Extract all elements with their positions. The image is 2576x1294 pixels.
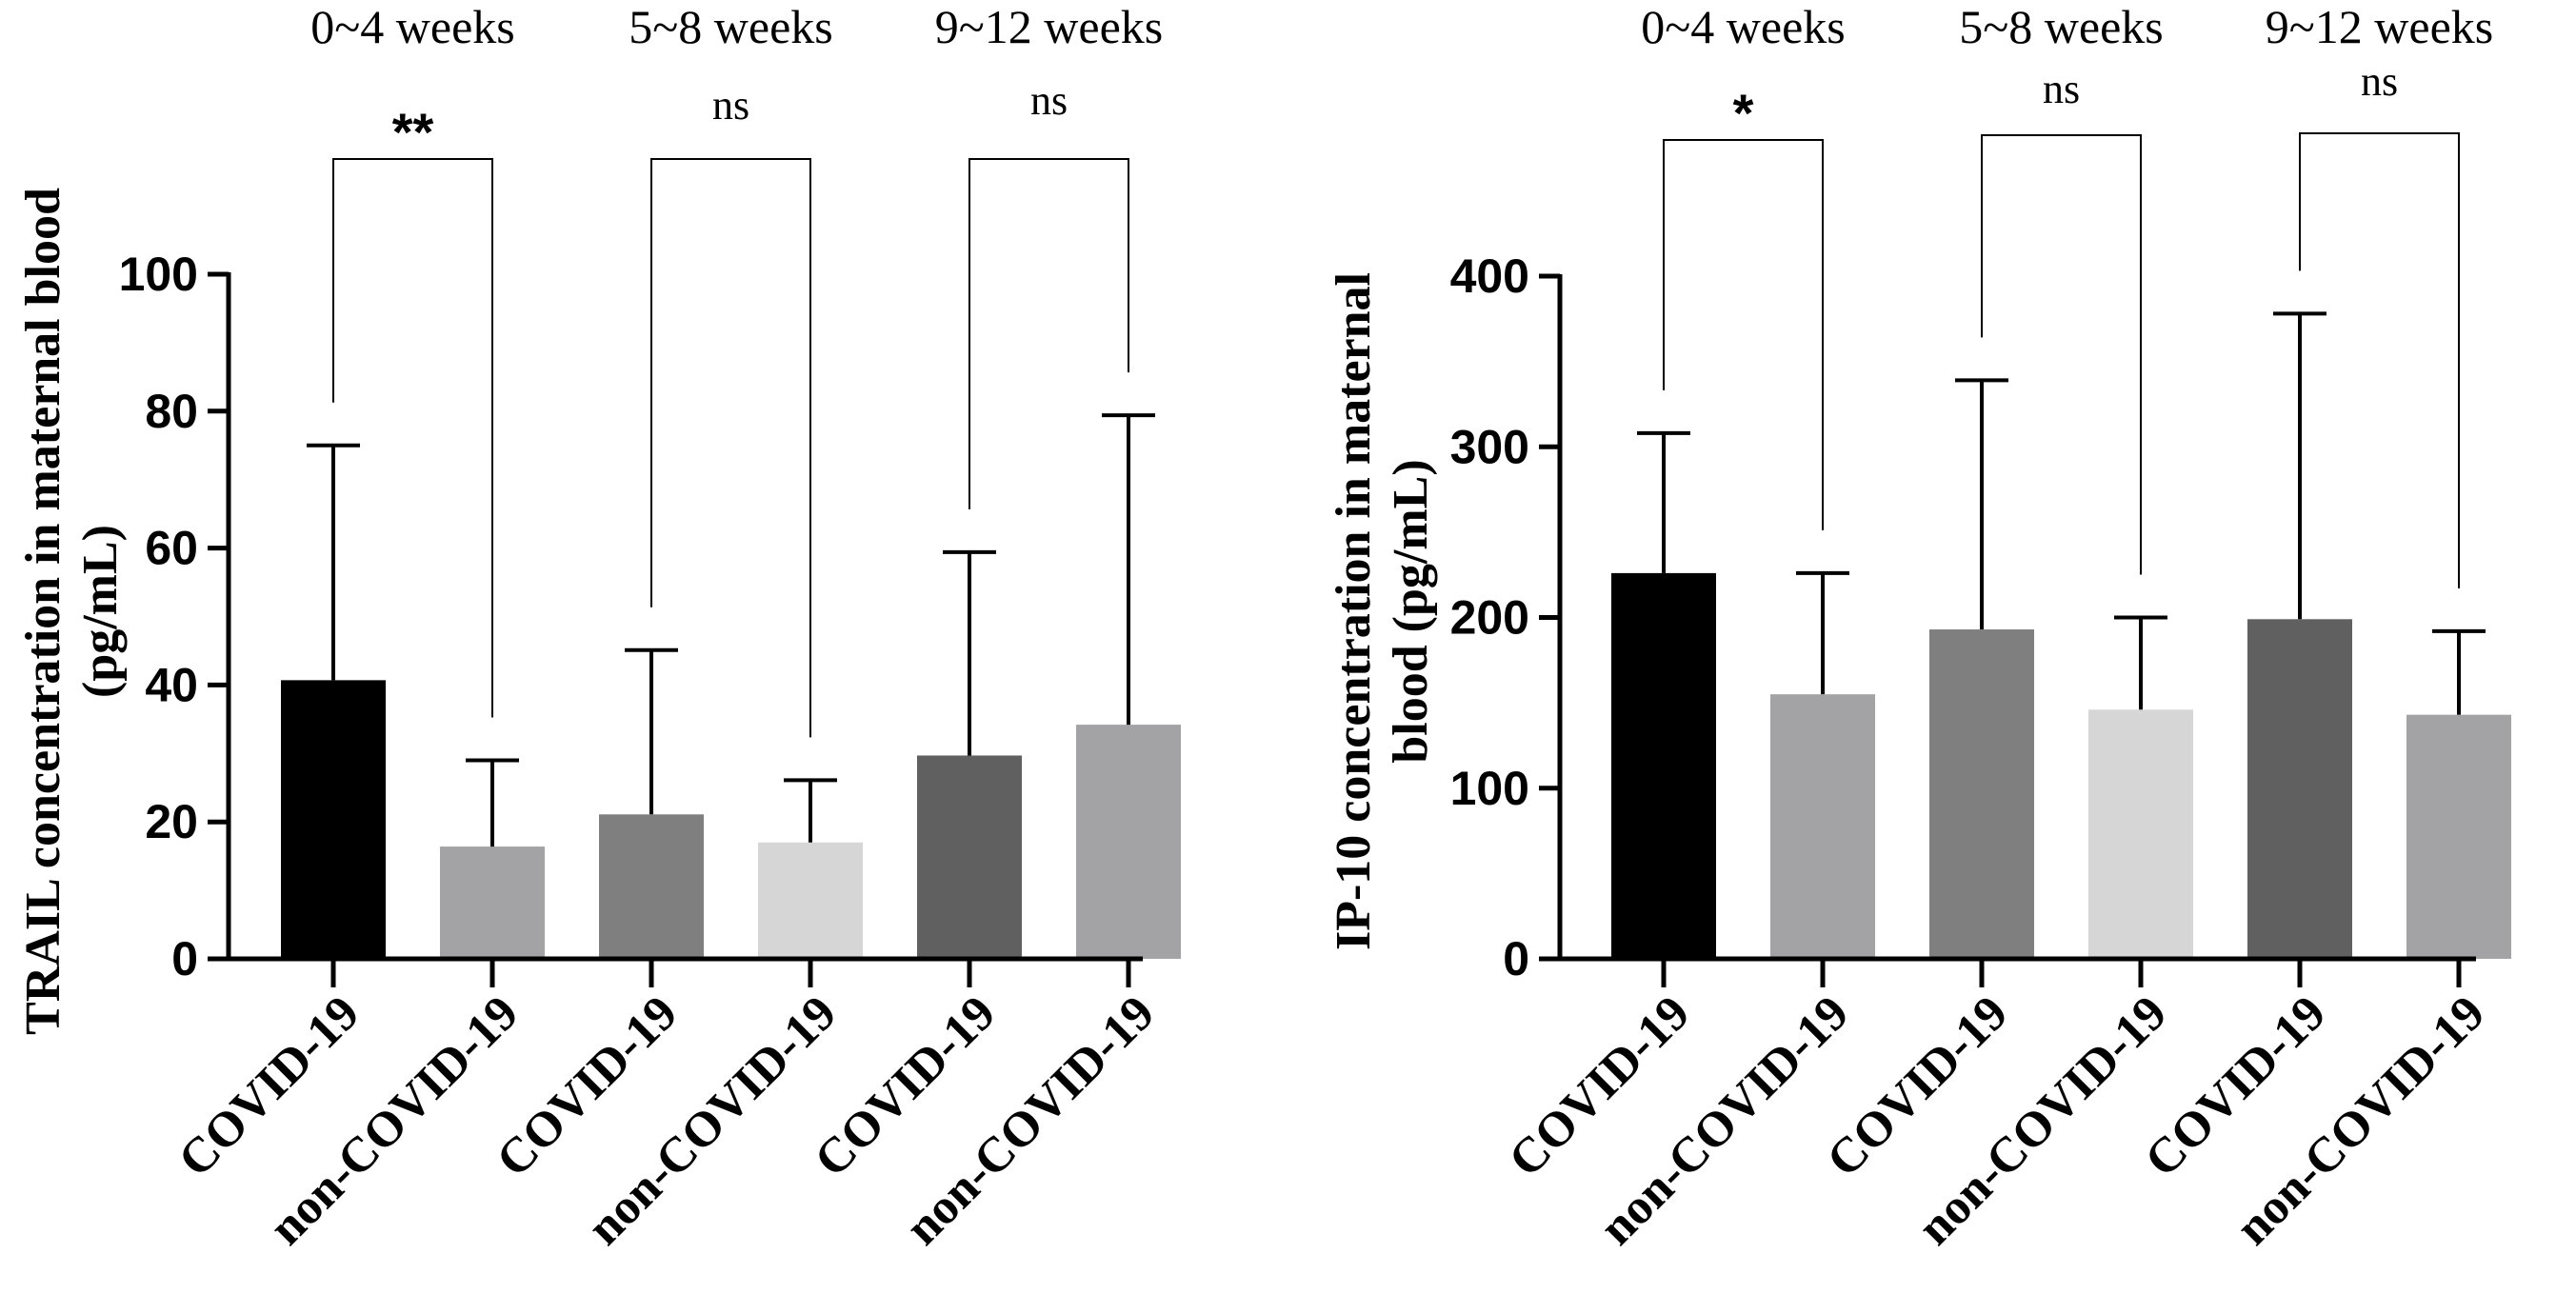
y-tick-label-3: 60 [145,522,198,575]
bar-3 [758,842,863,959]
significance-label-2: ns [1030,77,1068,124]
group-label-2: 9~12 weeks [935,0,1164,53]
significance-bracket-1 [650,158,811,738]
significance-bracket-0 [332,158,493,718]
bar-3 [2088,709,2193,959]
significance-label-1: ns [2043,66,2080,112]
ip10-chart-panel: 0100200300400COVID-19non-COVID-19COVID-1… [1327,0,2511,1256]
y-tick-label-1: 20 [145,795,198,848]
bar-1 [440,846,545,959]
y-tick-label-4: 80 [145,385,198,438]
y-tick-label-2: 40 [145,658,198,711]
y-axis-label-line-0: IP-10 concentration in maternal [1327,272,1381,950]
significance-bracket-2 [2299,132,2460,588]
y-axis-label-line-1: (pg/mL) [73,525,128,698]
significance-label-0: * [1733,83,1754,143]
significance-bracket-0 [1663,139,1824,530]
y-tick-label-1: 100 [1450,762,1529,815]
group-label-0: 0~4 weeks [1641,0,1846,53]
significance-label-1: ns [712,82,749,129]
y-tick-label-5: 100 [119,248,198,301]
y-tick-label-0: 0 [171,932,198,985]
y-axis-label-line-1: blood (pg/mL) [1384,459,1438,763]
group-label-2: 9~12 weeks [2266,0,2494,53]
bar-2 [1929,629,2034,959]
significance-bracket-2 [968,158,1129,509]
group-label-1: 5~8 weeks [629,0,833,53]
y-tick-label-2: 200 [1450,591,1529,645]
bar-1 [1770,694,1875,959]
bar-0 [281,680,386,959]
bar-5 [1076,725,1181,959]
trail-chart-panel: 020406080100COVID-19non-COVID-19COVID-19… [16,0,1181,1256]
bar-2 [599,814,704,959]
y-tick-label-4: 400 [1450,249,1529,303]
y-tick-label-0: 0 [1503,932,1529,985]
significance-label-2: ns [2361,58,2398,105]
group-label-1: 5~8 weeks [1959,0,2164,53]
y-axis-label-line-0: TRAIL concentration in maternal blood [16,188,70,1035]
group-label-0: 0~4 weeks [310,0,515,53]
bar-4 [2247,619,2352,959]
bar-5 [2406,714,2511,959]
y-tick-label-3: 300 [1450,420,1529,473]
significance-bracket-1 [1981,134,2142,575]
bar-0 [1611,572,1716,959]
bar-4 [917,755,1022,959]
significance-label-0: ** [392,102,434,162]
